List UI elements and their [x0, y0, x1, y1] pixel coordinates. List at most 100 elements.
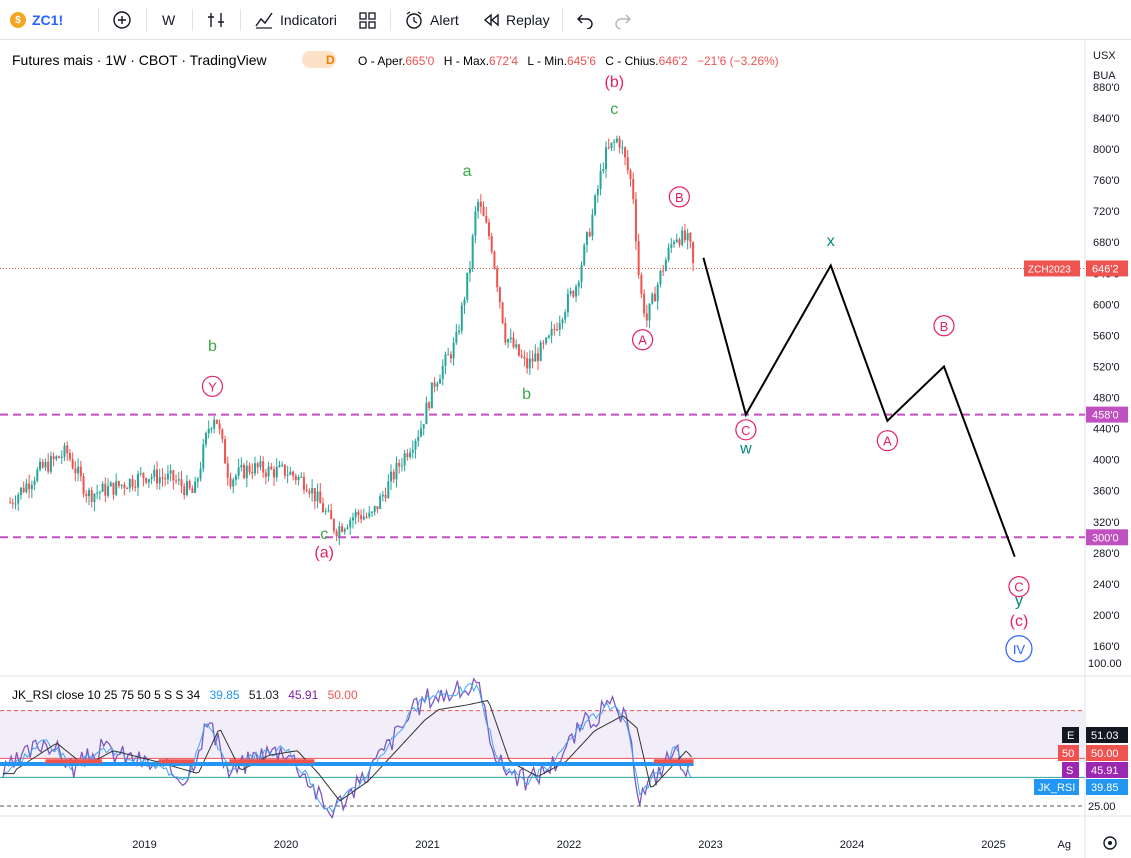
rsi-tick: 100.00: [1088, 658, 1122, 670]
interval-selector[interactable]: W: [162, 0, 175, 40]
candle: [79, 460, 82, 482]
candle: [221, 428, 224, 443]
candle: [194, 476, 197, 494]
price-tick: 800'0: [1093, 144, 1120, 156]
candle: [341, 522, 344, 533]
candle: [343, 527, 346, 535]
candle: [692, 241, 695, 272]
rsi-tag-50: 50 50.00: [1058, 745, 1128, 761]
candle: [621, 140, 624, 155]
rsi-bars: [0, 759, 694, 767]
symbol-selector[interactable]: $ ZC1!: [10, 0, 63, 40]
candle: [667, 243, 670, 263]
candle: [485, 206, 488, 224]
price-tick: 160'0: [1093, 641, 1120, 653]
chart-type-button[interactable]: [206, 0, 226, 40]
candle: [599, 163, 602, 196]
add-symbol-button[interactable]: [112, 0, 132, 40]
candle: [166, 464, 169, 485]
candle: [68, 448, 71, 462]
wave-label: A: [631, 329, 654, 351]
candle: [87, 487, 90, 506]
layouts-button[interactable]: [358, 0, 376, 40]
candle: [477, 199, 480, 219]
candle: [417, 429, 420, 447]
candle: [474, 206, 477, 244]
candle: [526, 352, 529, 374]
candle: [531, 350, 534, 369]
candle: [90, 486, 93, 508]
symbol-label: ZC1!: [32, 12, 64, 28]
candle: [678, 237, 681, 248]
candle: [17, 492, 20, 511]
candle: [414, 438, 417, 459]
indicators-button[interactable]: Indicatori: [254, 0, 337, 40]
candle: [653, 286, 656, 302]
candle: [101, 481, 104, 493]
candle: [270, 462, 273, 471]
candle: [583, 242, 586, 267]
rsi-tick: 25.00: [1088, 801, 1116, 813]
candle: [180, 470, 183, 494]
candle: [128, 478, 131, 493]
candle: [637, 233, 640, 279]
candle: [47, 453, 50, 474]
svg-text:646'2: 646'2: [1092, 263, 1119, 275]
redo-button[interactable]: [614, 0, 632, 40]
candle: [425, 396, 428, 425]
candle: [370, 510, 373, 517]
svg-text:c: c: [320, 526, 328, 543]
candle: [585, 231, 588, 253]
candles-icon: [208, 13, 224, 27]
year-tick: 2025: [981, 839, 1005, 851]
candle: [428, 400, 431, 411]
candle: [117, 480, 120, 489]
svg-text:50: 50: [1062, 748, 1074, 760]
svg-text:y: y: [1015, 593, 1023, 610]
indicators-label: Indicatori: [280, 12, 337, 28]
price-tick: 200'0: [1093, 610, 1120, 622]
wave-label: y: [1015, 593, 1023, 610]
wave-label: x: [827, 233, 835, 250]
candle: [161, 468, 164, 487]
candle: [93, 492, 96, 512]
candle: [150, 473, 153, 485]
year-tick: 2021: [415, 839, 439, 851]
candle: [496, 265, 499, 292]
candle: [115, 473, 118, 497]
candle: [613, 138, 616, 151]
candle: [237, 458, 240, 480]
svg-text:C: C: [741, 423, 750, 438]
settings-button[interactable]: [1103, 836, 1117, 850]
candle: [504, 317, 507, 346]
chart-title: Futures mais · 1W · CBOT · TradingView: [12, 52, 268, 68]
candle: [379, 493, 382, 510]
svg-text:45.91: 45.91: [1091, 765, 1119, 777]
candle: [210, 426, 213, 434]
rsi-tag-s: S 45.91: [1062, 762, 1128, 778]
candle: [566, 288, 569, 318]
rsi-tag-e: E 51.03: [1062, 727, 1128, 743]
svg-text:(a): (a): [314, 544, 334, 561]
alert-button[interactable]: Alert: [404, 0, 459, 40]
candle: [58, 455, 61, 459]
replay-button[interactable]: Replay: [482, 0, 550, 40]
candle: [471, 233, 474, 272]
svg-text:(c): (c): [1010, 613, 1029, 630]
candle: [487, 218, 490, 240]
svg-text:a: a: [463, 163, 472, 180]
candle: [444, 351, 447, 375]
candle: [226, 456, 229, 486]
price-tick: 520'0: [1093, 361, 1120, 373]
candle: [624, 146, 627, 166]
candle: [542, 340, 545, 350]
candle: [49, 451, 52, 474]
wave-label: Y: [201, 375, 224, 397]
undo-button[interactable]: [576, 0, 594, 40]
candle: [670, 237, 673, 253]
candle: [528, 350, 531, 376]
price-tick: 320'0: [1093, 517, 1120, 529]
candle: [25, 478, 28, 494]
candle: [55, 455, 58, 462]
